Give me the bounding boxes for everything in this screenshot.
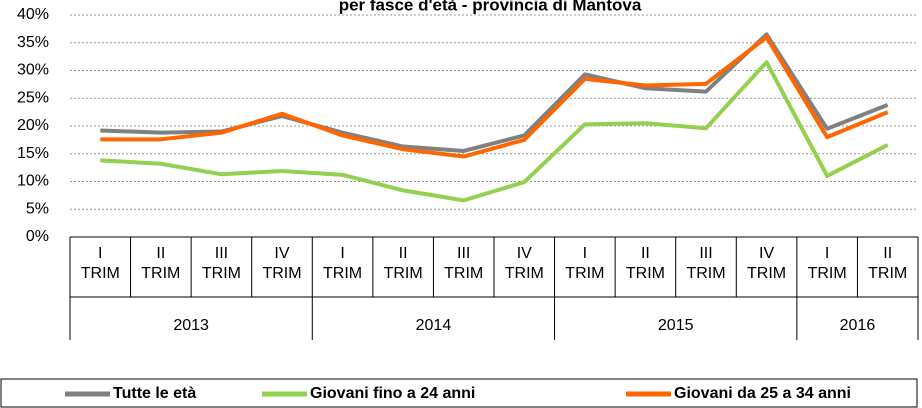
y-tick-label: 0%	[26, 228, 49, 245]
x-tick-label: II TRIM	[857, 244, 918, 284]
x-tick-label: III TRIM	[676, 244, 737, 284]
x-tick-label: II TRIM	[131, 244, 192, 284]
x-tick-label: III TRIM	[433, 244, 494, 284]
group-label: 2016	[840, 317, 876, 334]
y-tick-label: 5%	[26, 200, 49, 217]
x-tick-label: I TRIM	[70, 244, 131, 284]
x-tick-text: III TRIM	[686, 245, 726, 282]
x-tick-text: II TRIM	[625, 245, 665, 282]
x-tick-text: IV TRIM	[504, 245, 544, 282]
x-tick-label: I TRIM	[555, 244, 616, 284]
y-tick-label: 25%	[17, 89, 49, 106]
y-tick-label: 35%	[17, 34, 49, 51]
x-tick-label: I TRIM	[312, 244, 373, 284]
legend-label: Giovani da 25 a 34 anni	[674, 385, 851, 402]
y-tick-label: 40%	[17, 6, 49, 23]
x-tick-text: II TRIM	[383, 245, 423, 282]
y-tick-label: 10%	[17, 173, 49, 190]
y-tick-label: 15%	[17, 145, 49, 162]
x-tick-text: II TRIM	[141, 245, 181, 282]
series-line	[100, 60, 889, 203]
x-tick-label: III TRIM	[191, 244, 252, 284]
x-tick-label: II TRIM	[615, 244, 676, 284]
legend-label: Tutte le età	[113, 385, 196, 402]
y-tick-label: 20%	[17, 117, 49, 134]
group-label: 2013	[173, 317, 209, 334]
x-tick-text: III TRIM	[201, 245, 241, 282]
x-tick-label: IV TRIM	[736, 244, 797, 284]
chart-title: per fasce d'età - provincia di Mantova	[339, 0, 642, 14]
series-line	[100, 35, 889, 159]
x-tick-text: II TRIM	[868, 245, 908, 282]
y-tick-label: 30%	[17, 62, 49, 79]
group-label: 2014	[416, 317, 452, 334]
x-tick-label: IV TRIM	[494, 244, 555, 284]
x-tick-label: IV TRIM	[252, 244, 313, 284]
x-tick-text: IV TRIM	[262, 245, 302, 282]
group-label: 2015	[658, 317, 694, 334]
x-tick-label: I TRIM	[797, 244, 858, 284]
legend-box	[0, 378, 918, 408]
x-tick-text: I TRIM	[80, 245, 120, 282]
x-tick-text: IV TRIM	[747, 245, 787, 282]
x-tick-text: I TRIM	[807, 245, 847, 282]
legend-label: Giovani fino a 24 anni	[310, 385, 475, 402]
x-tick-text: III TRIM	[444, 245, 484, 282]
x-tick-label: II TRIM	[373, 244, 434, 284]
x-tick-text: I TRIM	[565, 245, 605, 282]
x-tick-text: I TRIM	[323, 245, 363, 282]
